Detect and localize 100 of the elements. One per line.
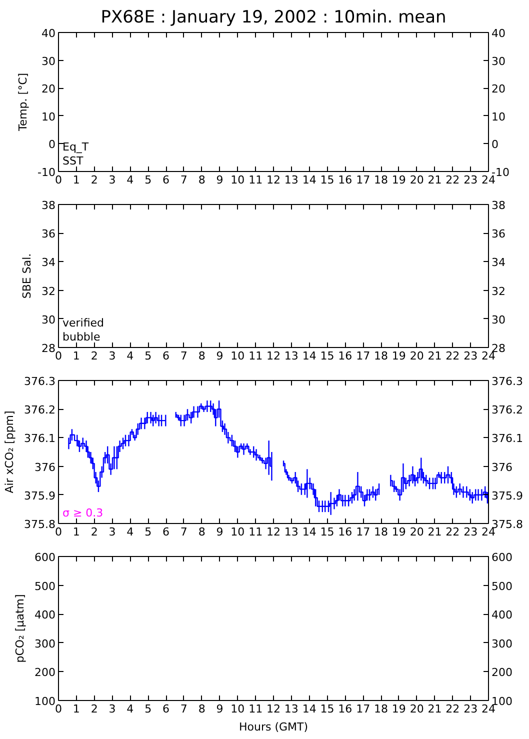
y2-tick-label: 375.9 xyxy=(492,489,523,502)
y2-tick-label: 34 xyxy=(492,256,506,270)
x-tick-label: 6 xyxy=(162,350,170,362)
x-tick-label: 20 xyxy=(410,702,424,716)
y-tick-label: 376.1 xyxy=(24,432,56,446)
chart-title: PX68E : January 19, 2002 : 10min. mean xyxy=(100,8,446,28)
x-tick-label: 9 xyxy=(216,702,224,716)
x-tick-label: 13 xyxy=(284,702,298,716)
y-axis-title: pCO₂ [μatm] xyxy=(14,594,27,663)
x-tick-label: 5 xyxy=(144,702,152,716)
y-tick-label: 10 xyxy=(42,110,56,124)
x-tick-label: 18 xyxy=(374,350,388,362)
y-tick-label: 500 xyxy=(34,580,56,593)
y-tick-label: 375.8 xyxy=(24,518,56,531)
x-tick-label: 19 xyxy=(392,526,406,538)
y2-tick-label: 300 xyxy=(492,637,512,650)
x-tick-label: 21 xyxy=(428,526,442,538)
x-tick-label: 7 xyxy=(180,526,188,538)
y-tick-label: 36 xyxy=(42,228,56,241)
x-tick-label: 17 xyxy=(356,702,370,716)
x-tick-label: 22 xyxy=(446,526,460,538)
y-tick-label: 376.3 xyxy=(24,375,56,388)
x-tick-label: 4 xyxy=(126,526,134,538)
x-tick-label: 4 xyxy=(126,702,134,716)
y-axis-title: SBE Sal. xyxy=(20,253,34,299)
x-tick-label: 5 xyxy=(144,350,152,362)
x-tick-label: 9 xyxy=(216,174,224,186)
x-tick-label: 4 xyxy=(126,174,134,186)
x-tick-label: 17 xyxy=(356,526,370,538)
x-tick-label: 5 xyxy=(144,174,152,186)
x-tick-label: 14 xyxy=(302,702,316,716)
x-tick-label: 11 xyxy=(248,702,263,716)
y2-tick-label: 376 xyxy=(492,460,512,474)
x-tick-label: 23 xyxy=(464,174,478,186)
y-axis-title: Air xCO₂ [ppm] xyxy=(3,410,16,494)
x-tick-label: 13 xyxy=(284,526,298,538)
x-tick-label: 11 xyxy=(248,174,263,186)
x-tick-label: 24 xyxy=(482,526,496,538)
y-tick-label: 376 xyxy=(34,460,56,474)
x-tick-label: 4 xyxy=(126,350,134,362)
y2-tick-label: 32 xyxy=(492,284,506,298)
x-tick-label: 20 xyxy=(410,350,424,362)
y-tick-label: 100 xyxy=(34,695,56,708)
y-tick-label: 30 xyxy=(42,313,56,326)
x-tick-label: 23 xyxy=(464,702,478,716)
x-tick-label: 2 xyxy=(90,702,98,716)
x-tick-label: 10 xyxy=(230,350,245,362)
y-tick-label: 376.2 xyxy=(24,404,56,417)
y2-tick-label: 38 xyxy=(492,199,506,212)
x-tick-label: 12 xyxy=(266,174,280,186)
annotation: SST xyxy=(62,154,84,168)
x-tick-label: 1 xyxy=(72,702,80,716)
x-tick-label: 9 xyxy=(216,526,224,538)
x-tick-label: 10 xyxy=(230,526,245,538)
y2-tick-label: 600 xyxy=(492,551,512,564)
x-tick-label: 22 xyxy=(446,702,460,716)
x-tick-label: 6 xyxy=(162,174,170,186)
x-tick-label: 16 xyxy=(338,174,352,186)
x-tick-label: 3 xyxy=(108,174,116,186)
x-tick-label: 13 xyxy=(284,350,298,362)
x-tick-label: 23 xyxy=(464,350,478,362)
legend-label: σ ≥ 0.3 xyxy=(62,506,104,520)
x-tick-label: 14 xyxy=(302,350,316,362)
x-tick-label: 22 xyxy=(446,350,460,362)
annotation: Eq_T xyxy=(62,140,89,154)
x-tick-label: 7 xyxy=(180,702,188,716)
y2-tick-label: 200 xyxy=(492,666,512,680)
x-tick-label: 8 xyxy=(198,702,206,716)
x-tick-label: 21 xyxy=(428,702,442,716)
x-tick-label: 21 xyxy=(428,174,442,186)
x-tick-label: 12 xyxy=(266,702,280,716)
y-tick-label: 200 xyxy=(34,666,56,680)
x-tick-label: 21 xyxy=(428,350,442,362)
x-tick-label: 14 xyxy=(302,174,316,186)
y-axis-title: Temp. [°C] xyxy=(16,72,30,132)
annotation: verified xyxy=(62,316,104,330)
x-tick-label: 1 xyxy=(72,174,80,186)
y-tick-label: 28 xyxy=(42,342,56,355)
y2-tick-label: 10 xyxy=(492,110,506,124)
x-tick-label: 9 xyxy=(216,350,224,362)
x-tick-label: 20 xyxy=(410,174,424,186)
x-tick-label: 16 xyxy=(338,526,352,538)
x-tick-label: 15 xyxy=(320,702,334,716)
x-tick-label: 6 xyxy=(162,526,170,538)
x-tick-label: 24 xyxy=(482,350,496,362)
x-tick-label: 15 xyxy=(320,526,334,538)
x-tick-label: 15 xyxy=(320,350,334,362)
x-tick-label: 16 xyxy=(338,350,352,362)
x-tick-label: 19 xyxy=(392,350,406,362)
x-tick-label: 16 xyxy=(338,702,352,716)
x-tick-label: 19 xyxy=(392,174,406,186)
x-tick-label: 18 xyxy=(374,174,388,186)
y2-tick-label: 20 xyxy=(492,82,506,96)
y-tick-label: 400 xyxy=(34,608,56,622)
x-tick-label: 2 xyxy=(90,526,98,538)
x-axis-title: Hours (GMT) xyxy=(238,720,308,734)
y-tick-label: 40 xyxy=(42,27,56,40)
y-tick-label: 38 xyxy=(42,199,56,212)
y-tick-label: 20 xyxy=(42,82,56,96)
y2-tick-label: 376.2 xyxy=(492,404,523,417)
